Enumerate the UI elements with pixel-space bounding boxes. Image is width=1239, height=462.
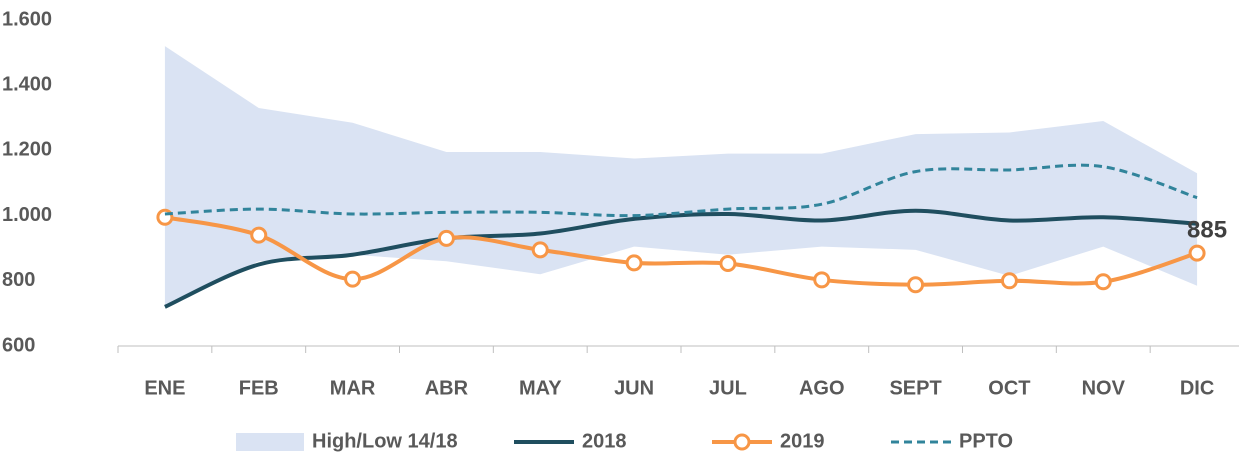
marker (813, 271, 831, 289)
legend-label: PPTO (959, 430, 1013, 452)
y-tick-label: 1.200 (2, 139, 52, 161)
x-tick-label: ABR (425, 377, 469, 399)
x-tick-label: ENE (144, 377, 185, 399)
x-tick-label: MAR (330, 377, 376, 399)
x-tick-label: AGO (799, 377, 845, 399)
y-tick-label: 1.000 (2, 204, 52, 226)
x-tick-label: SEPT (889, 377, 941, 399)
x-tick-label: OCT (988, 377, 1030, 399)
x-tick-label: DIC (1180, 377, 1214, 399)
line-PPTO (164, 163, 1198, 218)
line-2018 (164, 208, 1198, 309)
marker (1188, 244, 1206, 262)
marker (907, 276, 925, 294)
y-tick-label: 800 (2, 269, 35, 291)
legend-label: High/Low 14/18 (312, 430, 458, 452)
marker (625, 254, 643, 272)
marker (250, 226, 268, 244)
legend-label: 2018 (582, 430, 627, 452)
x-tick-label: JUN (614, 377, 654, 399)
legend-label: 2019 (780, 430, 825, 452)
marker (719, 255, 737, 273)
data-label: 885 (1187, 216, 1227, 243)
marker (1000, 272, 1018, 290)
x-tick-label: JUL (709, 377, 747, 399)
x-tick-label: FEB (239, 377, 279, 399)
x-tick-label: MAY (519, 377, 562, 399)
y-tick-label: 1.600 (2, 8, 52, 30)
marker (1094, 273, 1112, 291)
x-tick-label: NOV (1082, 377, 1126, 399)
marker (437, 229, 455, 247)
legend-swatch (236, 433, 304, 451)
marker (531, 241, 549, 259)
y-tick-label: 600 (2, 334, 35, 356)
marker (344, 270, 362, 288)
legend-marker (733, 433, 751, 451)
y-tick-label: 1.400 (2, 73, 52, 95)
